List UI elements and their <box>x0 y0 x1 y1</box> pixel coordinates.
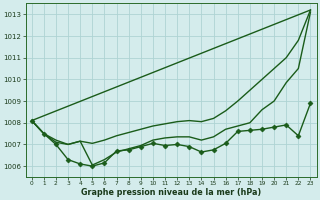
X-axis label: Graphe pression niveau de la mer (hPa): Graphe pression niveau de la mer (hPa) <box>81 188 261 197</box>
